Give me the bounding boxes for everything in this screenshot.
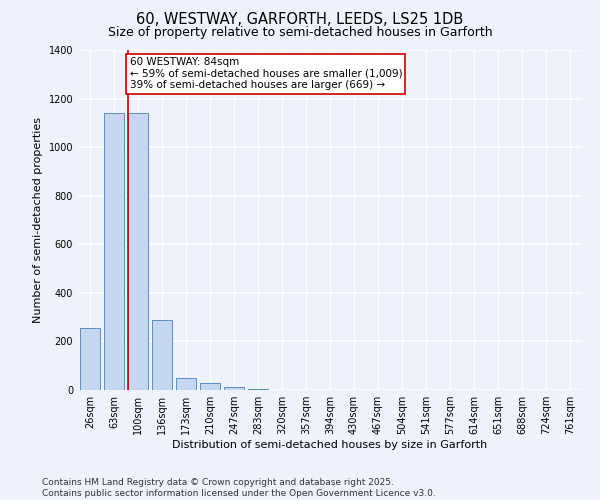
Bar: [224, 387, 244, 390]
Text: Size of property relative to semi-detached houses in Garforth: Size of property relative to semi-detach…: [107, 26, 493, 39]
Text: Contains HM Land Registry data © Crown copyright and database right 2025.
Contai: Contains HM Land Registry data © Crown c…: [42, 478, 436, 498]
Text: 60, WESTWAY, GARFORTH, LEEDS, LS25 1DB: 60, WESTWAY, GARFORTH, LEEDS, LS25 1DB: [136, 12, 464, 28]
Y-axis label: Number of semi-detached properties: Number of semi-detached properties: [33, 117, 43, 323]
Bar: [152, 320, 172, 390]
X-axis label: Distribution of semi-detached houses by size in Garforth: Distribution of semi-detached houses by …: [172, 440, 488, 450]
Bar: [80, 328, 100, 390]
Bar: [176, 378, 196, 390]
Bar: [128, 113, 148, 390]
Text: 60 WESTWAY: 84sqm
← 59% of semi-detached houses are smaller (1,009)
39% of semi-: 60 WESTWAY: 84sqm ← 59% of semi-detached…: [130, 58, 402, 90]
Bar: [104, 113, 124, 390]
Bar: [200, 383, 220, 390]
